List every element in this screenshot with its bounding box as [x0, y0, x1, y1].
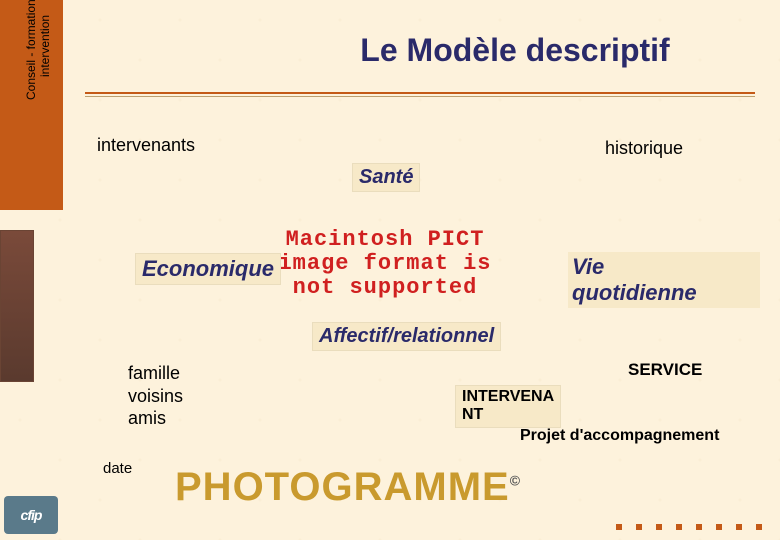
dot	[676, 524, 682, 530]
sidebar-label-line1: Conseil - formation -	[24, 0, 38, 100]
label-intervena: INTERVENA	[462, 388, 554, 405]
decorative-dots	[616, 524, 762, 530]
label-vie-block: Vie quotidienne	[568, 252, 760, 308]
label-voisins: voisins	[128, 386, 183, 406]
label-quotidienne: quotidienne	[572, 280, 697, 305]
label-famille-block: famille voisins amis	[128, 362, 183, 430]
slide: { "sidebar": { "vertical_label_line1": "…	[0, 0, 780, 540]
pict-error-line1: Macintosh PICT	[170, 228, 600, 252]
cfip-logo-text: cfip	[21, 507, 42, 523]
sidebar-vertical-label: Conseil - formation - intervention	[24, 0, 52, 100]
label-nt: NT	[462, 406, 483, 423]
copyright-symbol: ©	[510, 473, 521, 489]
label-sante: Santé	[352, 163, 420, 192]
label-amis: amis	[128, 408, 166, 428]
label-intervenants: intervenants	[97, 135, 195, 156]
dot	[636, 524, 642, 530]
dot	[616, 524, 622, 530]
label-projet: Projet d'accompagnement	[520, 427, 719, 445]
label-affectif: Affectif/relationnel	[312, 322, 501, 351]
dot	[756, 524, 762, 530]
dot	[736, 524, 742, 530]
dot	[716, 524, 722, 530]
dot	[696, 524, 702, 530]
title-underline-thin	[85, 96, 755, 97]
label-service: SERVICE	[628, 360, 702, 380]
photogramme-text: PHOTOGRAMME	[175, 465, 510, 509]
label-famille: famille	[128, 363, 180, 383]
footer-photogramme: PHOTOGRAMME©	[175, 465, 521, 510]
label-historique: historique	[605, 138, 683, 159]
label-economique: Economique	[135, 253, 281, 285]
page-title: Le Modèle descriptif	[280, 32, 750, 69]
label-vie: Vie	[572, 254, 604, 279]
building-thumbnail	[0, 230, 34, 382]
title-underline	[85, 92, 755, 94]
label-date: date	[103, 460, 132, 477]
sidebar-label-line2: intervention	[38, 0, 52, 100]
label-intervenant-block: INTERVENA NT	[455, 385, 561, 428]
dot	[656, 524, 662, 530]
cfip-logo: cfip	[4, 496, 58, 534]
